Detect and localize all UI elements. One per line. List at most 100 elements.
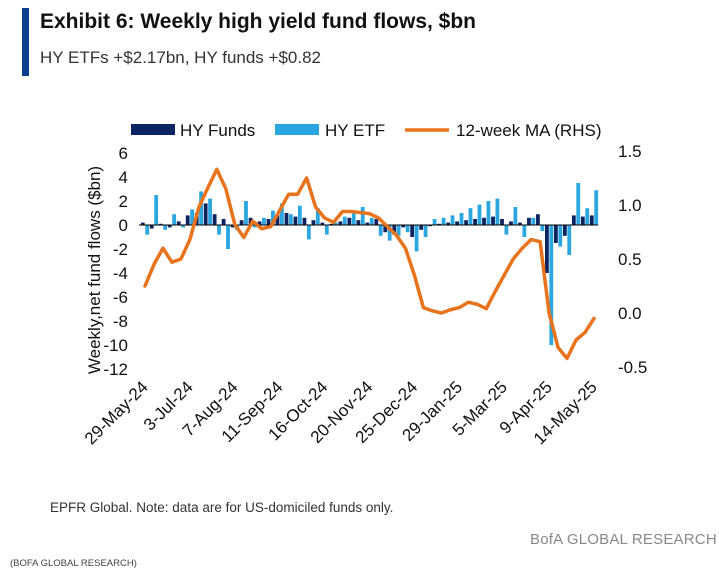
y-right-ticks: 1.5 1.0 0.5 0.0 -0.5	[618, 142, 647, 377]
bar-hy-etf	[342, 216, 347, 225]
bar-hy-etf	[154, 195, 159, 225]
bar-hy-etf	[423, 225, 428, 237]
bar-hy-funds	[527, 217, 531, 225]
bar-hy-funds	[167, 225, 172, 228]
y-left-tick-label: 0	[119, 216, 128, 235]
bar-hy-funds	[311, 220, 316, 225]
bar-hy-etf	[288, 214, 293, 225]
x-tick-label: 29-May-24	[81, 377, 152, 448]
bar-hy-funds	[455, 221, 459, 225]
bar-hy-funds	[419, 225, 424, 230]
bar-hy-etf	[585, 208, 590, 225]
legend-swatch-hy-funds	[131, 124, 175, 135]
y-right-tick-label: 1.0	[618, 196, 642, 215]
source-label: (BOFA GLOBAL RESEARCH)	[10, 558, 137, 569]
bar-hy-etf	[432, 219, 437, 225]
bar-hy-funds	[239, 220, 244, 225]
chart-title: Exhibit 6: Weekly high yield fund flows,…	[40, 10, 476, 33]
bar-hy-etf	[208, 198, 212, 225]
bar-hy-etf	[387, 225, 392, 241]
bar-hy-funds	[302, 217, 307, 225]
y-left-tick-label: -2	[113, 240, 128, 259]
bar-hy-etf	[163, 225, 168, 230]
bar-hy-funds	[140, 222, 145, 225]
bar-hy-etf	[271, 210, 275, 225]
bar-hy-funds	[293, 216, 298, 225]
legend-label-12-week-ma: 12-week MA (RHS)	[456, 121, 601, 140]
bar-hy-etf	[405, 225, 410, 233]
bar-hy-funds	[571, 215, 576, 225]
bar-hy-funds	[257, 221, 262, 225]
bar-hy-etf	[315, 208, 320, 225]
bar-hy-funds	[248, 217, 253, 225]
legend-label-hy-etf: HY ETF	[325, 121, 385, 140]
brand-label: BofA GLOBAL RESEARCH	[530, 531, 717, 548]
bar-hy-etf	[531, 217, 536, 225]
bar-hy-etf	[280, 203, 284, 225]
y-left-tick-label: -12	[103, 360, 128, 379]
legend-swatch-hy-etf	[275, 124, 319, 135]
y-left-tick-label: -4	[113, 264, 128, 283]
bar-hy-etf	[396, 225, 401, 236]
bar-hy-funds	[446, 222, 451, 225]
bar-hy-funds	[149, 225, 154, 229]
bar-hy-etf	[369, 217, 374, 225]
bar-hy-funds	[374, 219, 379, 225]
bar-hy-funds	[464, 220, 468, 225]
bar-hy-etf	[441, 217, 446, 225]
bar-hy-funds	[473, 219, 477, 225]
bar-hy-funds	[212, 214, 217, 225]
bar-hy-funds	[284, 213, 289, 225]
y-left-tick-label: 6	[119, 144, 128, 163]
bar-hy-funds	[320, 222, 325, 225]
bar-hy-funds	[203, 203, 208, 225]
y-left-tick-label: -10	[103, 336, 128, 355]
bar-hy-funds	[365, 222, 370, 225]
bar-hy-etf	[253, 225, 257, 228]
bar-hy-funds	[401, 225, 406, 228]
bar-hy-etf	[378, 225, 383, 236]
bar-hy-etf	[513, 207, 518, 225]
legend: HY Funds HY ETF 12-week MA (RHS)	[131, 121, 601, 140]
bar-hy-funds	[230, 225, 235, 228]
x-ticks: 29-May-243-Jul-247-Aug-2411-Sep-2416-Oct…	[81, 377, 601, 448]
bar-hy-funds	[437, 223, 442, 225]
y-right-tick-label: 0.0	[618, 304, 642, 323]
bar-hy-funds	[275, 214, 280, 225]
bar-hy-etf	[504, 225, 509, 235]
bar-hy-etf	[576, 183, 581, 225]
bar-hy-funds	[329, 223, 334, 225]
y-right-tick-label: 0.5	[618, 250, 642, 269]
bars	[140, 183, 599, 345]
y-left-tick-label: 4	[119, 168, 128, 187]
bar-hy-etf	[486, 201, 491, 225]
ma-line	[143, 167, 596, 361]
bar-hy-funds	[536, 214, 540, 225]
bar-hy-funds	[509, 221, 513, 225]
bar-hy-funds	[266, 219, 271, 225]
bar-hy-funds	[518, 222, 522, 225]
bar-hy-funds	[176, 221, 181, 225]
y-left-tick-label: -8	[113, 312, 128, 331]
bar-hy-etf	[459, 213, 464, 225]
y-right-tick-label: 1.5	[618, 142, 642, 161]
bar-hy-funds	[589, 215, 594, 225]
bar-hy-etf	[477, 204, 482, 225]
bar-hy-funds	[185, 215, 190, 225]
bar-hy-funds	[221, 219, 226, 225]
bar-hy-funds	[410, 225, 415, 237]
bar-hy-etf	[495, 198, 500, 225]
bar-hy-funds	[553, 225, 558, 243]
bar-hy-etf	[190, 209, 194, 225]
bar-hy-funds	[383, 225, 388, 233]
bar-hy-etf	[145, 225, 150, 235]
bar-hy-etf	[297, 205, 302, 225]
bar-hy-funds	[347, 217, 352, 225]
bar-hy-etf	[522, 225, 527, 237]
bar-hy-funds	[580, 216, 585, 225]
bar-hy-etf	[567, 225, 572, 255]
bar-hy-etf	[226, 225, 230, 249]
bar-hy-etf	[360, 207, 365, 225]
bar-hy-etf	[333, 222, 338, 225]
bar-hy-etf	[450, 215, 455, 225]
